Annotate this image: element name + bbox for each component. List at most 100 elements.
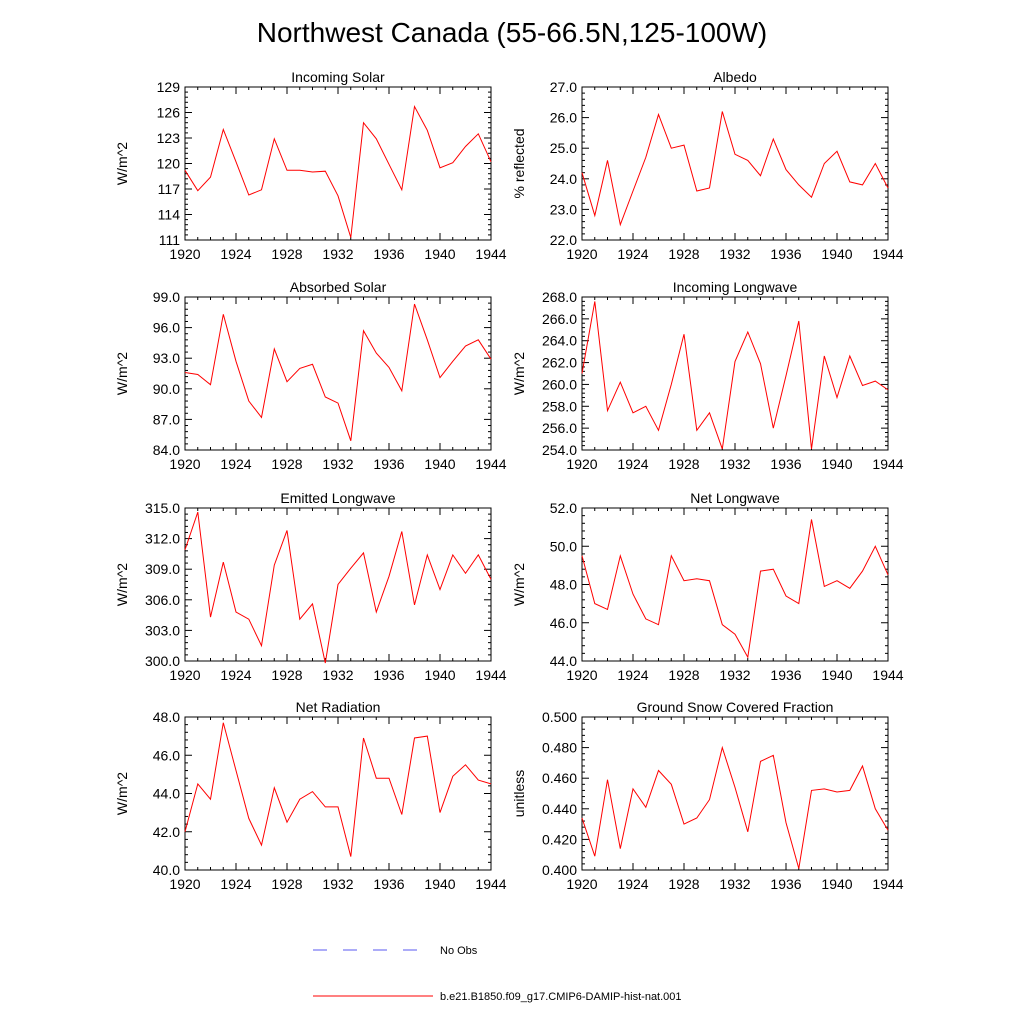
x-tick-label: 1944 <box>872 246 903 262</box>
y-tick-label: 256.0 <box>542 420 577 436</box>
x-tick-label: 1924 <box>220 876 251 892</box>
x-tick-label: 1920 <box>169 456 200 472</box>
x-tick-label: 1944 <box>872 456 903 472</box>
panel-4: Emitted Longwave W/m^2 1920 1924 1928 1932 193… <box>114 490 507 683</box>
panel-3: Incoming Longwave W/m^2 1920 1924 1928 1932 19… <box>511 279 904 472</box>
y-tick-label: 48.0 <box>550 577 577 593</box>
series-line <box>581 111 889 227</box>
x-tick-label: 1944 <box>475 876 506 892</box>
legend: No Obs b.e21.B1850.f09_g17.CMIP6-DAMIP-h… <box>313 945 682 1003</box>
x-tick-label: 1940 <box>821 246 852 262</box>
panel-5: Net Longwave W/m^2 1920 1924 1928 1932 1936 194… <box>511 490 904 683</box>
x-tick-label: 1924 <box>617 456 648 472</box>
y-tick-label: 306.0 <box>145 592 180 608</box>
y-tick-label: 26.0 <box>550 110 577 126</box>
panel-title: Emitted Longwave <box>280 490 395 506</box>
y-axis-label: W/m^2 <box>114 352 130 395</box>
y-tick-label: 111 <box>159 232 180 248</box>
x-tick-label: 1940 <box>424 456 455 472</box>
y-tick-label: 44.0 <box>153 786 180 802</box>
y-tick-label: 42.0 <box>153 824 180 840</box>
y-tick-label: 300.0 <box>145 653 180 669</box>
y-tick-label: 254.0 <box>542 442 577 458</box>
legend-label-model: b.e21.B1850.f09_g17.CMIP6-DAMIP-hist-nat… <box>440 991 682 1003</box>
series-line <box>184 722 492 857</box>
panel-title: Albedo <box>713 69 757 85</box>
x-tick-label: 1924 <box>617 667 648 683</box>
y-axis-label: W/m^2 <box>511 563 527 606</box>
y-tick-label: 22.0 <box>550 232 577 248</box>
panel-title: Incoming Solar <box>291 69 385 85</box>
y-tick-label: 99.0 <box>153 289 180 305</box>
x-tick-label: 1920 <box>169 667 200 683</box>
x-tick-label: 1936 <box>770 667 801 683</box>
y-tick-label: 90.0 <box>153 381 180 397</box>
plot-frame <box>184 296 492 451</box>
panel-title: Net Longwave <box>690 490 780 506</box>
x-tick-label: 1940 <box>821 456 852 472</box>
series-line <box>581 519 889 659</box>
panel-0: Incoming Solar W/m^2 1920 1924 1928 1932 1936 1… <box>114 69 507 262</box>
y-tick-label: 0.480 <box>542 740 577 756</box>
figure-title: Northwest Canada (55-66.5N,125-100W) <box>257 17 767 48</box>
x-tick-label: 1928 <box>271 876 302 892</box>
y-tick-label: 309.0 <box>145 561 180 577</box>
x-tick-label: 1932 <box>322 246 353 262</box>
panel-6: Net Radiation W/m^2 1920 1924 1928 1932 1936 19… <box>114 699 507 892</box>
x-tick-label: 1944 <box>475 667 506 683</box>
x-tick-label: 1920 <box>566 456 597 472</box>
y-tick-label: 96.0 <box>153 320 180 336</box>
y-tick-label: 87.0 <box>153 411 180 427</box>
x-tick-label: 1924 <box>220 667 251 683</box>
y-tick-label: 46.0 <box>153 747 180 763</box>
x-tick-label: 1928 <box>668 246 699 262</box>
y-tick-label: 0.460 <box>542 770 577 786</box>
y-tick-label: 120 <box>157 156 181 172</box>
panel-title: Absorbed Solar <box>290 279 387 295</box>
y-tick-label: 84.0 <box>153 442 180 458</box>
y-tick-label: 258.0 <box>542 398 577 414</box>
y-axis-label: W/m^2 <box>114 142 130 185</box>
y-axis-label: W/m^2 <box>511 352 527 395</box>
series-line <box>184 511 492 664</box>
x-tick-label: 1932 <box>322 876 353 892</box>
y-tick-label: 27.0 <box>550 79 577 95</box>
x-tick-label: 1944 <box>872 667 903 683</box>
x-tick-label: 1924 <box>220 246 251 262</box>
x-tick-label: 1940 <box>424 667 455 683</box>
y-tick-label: 129 <box>157 79 181 95</box>
x-tick-label: 1928 <box>271 456 302 472</box>
x-tick-label: 1944 <box>872 876 903 892</box>
series-line <box>184 303 492 441</box>
y-tick-label: 260.0 <box>542 376 577 392</box>
panel-title: Ground Snow Covered Fraction <box>637 699 834 715</box>
x-tick-label: 1920 <box>169 876 200 892</box>
x-tick-label: 1920 <box>169 246 200 262</box>
y-tick-label: 46.0 <box>550 615 577 631</box>
panel-title: Net Radiation <box>296 699 381 715</box>
x-tick-label: 1928 <box>668 667 699 683</box>
y-tick-label: 117 <box>158 181 181 197</box>
series-line <box>581 301 889 450</box>
x-tick-label: 1932 <box>322 667 353 683</box>
y-tick-label: 315.0 <box>145 500 180 516</box>
x-tick-label: 1932 <box>719 876 750 892</box>
y-tick-label: 264.0 <box>542 333 577 349</box>
panel-1: Albedo % reflected 1920 1924 1928 1932 1936 194… <box>511 69 904 262</box>
x-tick-label: 1928 <box>668 876 699 892</box>
x-tick-label: 1932 <box>719 667 750 683</box>
x-tick-label: 1936 <box>770 246 801 262</box>
plot-frame <box>581 716 889 871</box>
series-line <box>184 104 492 238</box>
plot-frame <box>581 296 889 451</box>
y-tick-label: 93.0 <box>153 350 180 366</box>
plot-frame <box>184 86 492 241</box>
y-tick-label: 44.0 <box>550 653 577 669</box>
x-tick-label: 1924 <box>617 876 648 892</box>
y-axis-label: unitless <box>511 770 527 817</box>
y-tick-label: 0.440 <box>542 801 577 817</box>
y-tick-label: 50.0 <box>550 538 577 554</box>
y-tick-label: 48.0 <box>153 709 180 725</box>
y-tick-label: 40.0 <box>153 862 180 878</box>
